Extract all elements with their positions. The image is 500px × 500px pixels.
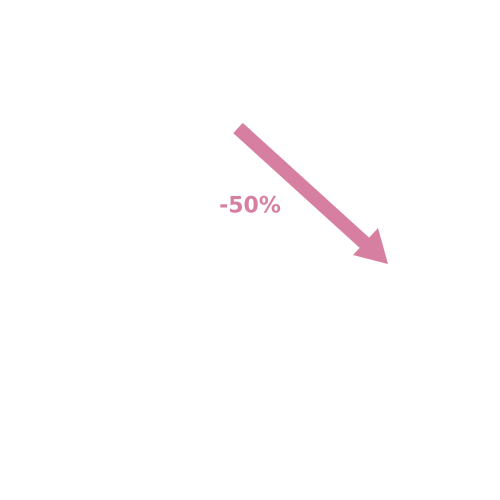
change-percentage-label: -50% [219,193,281,219]
arrow-head [353,228,388,264]
arrow-shaft [233,122,373,252]
